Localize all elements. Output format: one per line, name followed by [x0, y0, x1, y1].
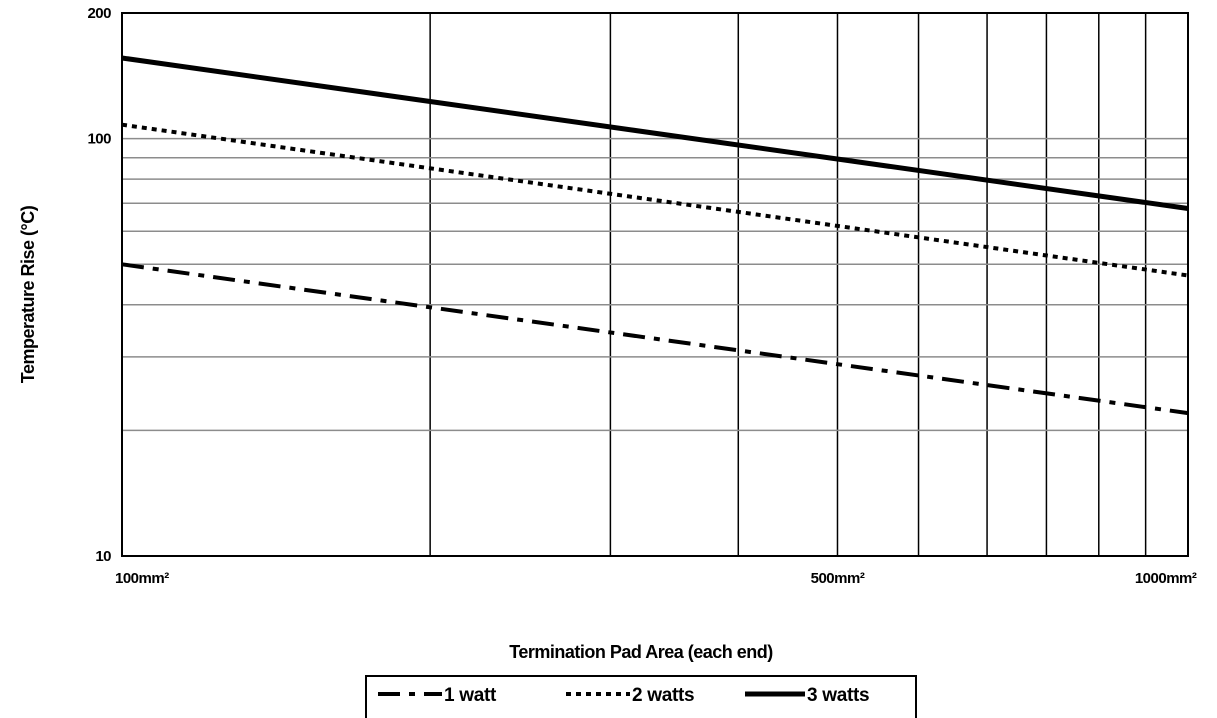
plot-frame — [121, 12, 1189, 557]
legend-box — [365, 675, 917, 718]
x-gridlines — [429, 13, 1147, 556]
y-tick-labels: 10 100 200 — [87, 5, 111, 565]
series-line-2-watts — [121, 122, 1189, 278]
x-tick-label: 1000mm² — [1135, 570, 1197, 587]
y-gridlines — [122, 137, 1188, 432]
x-tick-label: 500mm² — [811, 570, 865, 587]
x-tick-label: 100mm² — [115, 570, 169, 587]
series-layer — [121, 55, 1189, 416]
y-tick-label: 200 — [87, 5, 111, 22]
series-line-1-watt — [121, 262, 1189, 416]
x-tick-labels: 100mm² 500mm² 1000mm² — [115, 570, 1197, 587]
y-tick-label: 10 — [95, 548, 111, 565]
legend-label: 2 watts — [632, 685, 694, 706]
y-axis-title: Temperature Rise (°C) — [18, 205, 38, 383]
x-axis-title: Termination Pad Area (each end) — [509, 642, 773, 662]
legend-items: 1 watt 2 watts 3 watts — [378, 685, 870, 706]
y-tick-label: 100 — [87, 131, 111, 148]
legend-label: 3 watts — [807, 685, 869, 706]
legend: 1 watt 2 watts 3 watts — [365, 675, 917, 718]
series-line-3-watts — [121, 55, 1189, 211]
legend-label: 1 watt — [444, 685, 497, 706]
